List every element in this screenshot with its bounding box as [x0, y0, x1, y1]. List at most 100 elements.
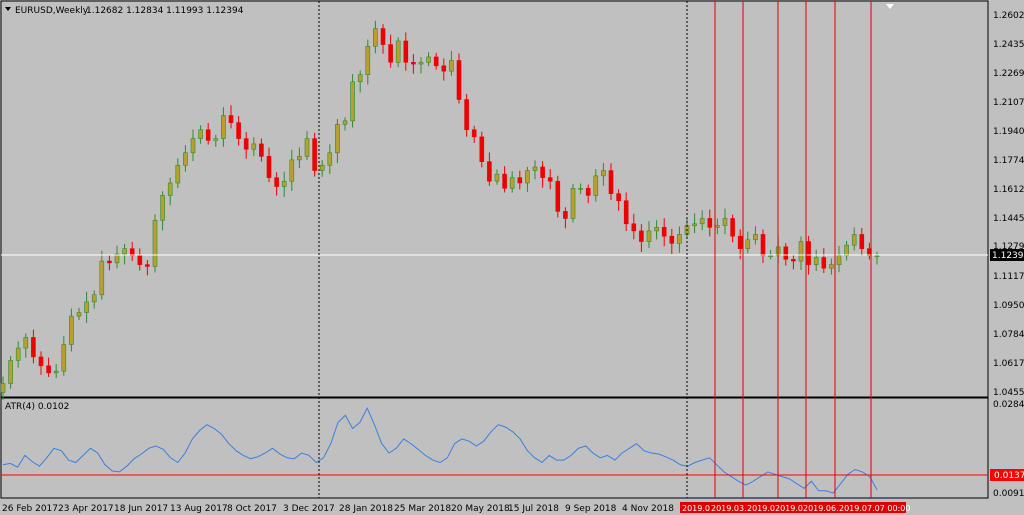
- candle-body: [213, 138, 219, 141]
- candle-body: [464, 99, 469, 131]
- atr-indicator-panel[interactable]: [0, 397, 989, 499]
- marker-date-label: 2019.0: [747, 504, 775, 513]
- candle-body: [722, 218, 728, 226]
- price-tick: 1.06175: [993, 359, 1024, 369]
- candle-body: [433, 56, 439, 67]
- candle-body: [502, 173, 507, 189]
- time-tick: 25 Mar 2018: [394, 504, 451, 514]
- price-tick: 1.19405: [993, 127, 1024, 137]
- candle-body: [509, 177, 515, 189]
- candle-body: [0, 383, 6, 393]
- candle-body: [661, 227, 667, 237]
- price-tick: 1.09505: [993, 301, 1024, 311]
- candle-body: [874, 255, 880, 258]
- candle-body: [737, 235, 743, 249]
- candle-body: [228, 115, 234, 123]
- current-price-label: 1.12394: [992, 251, 1024, 261]
- candle-body: [289, 159, 295, 182]
- candle-body: [699, 218, 705, 225]
- time-tick: 9 Sep 2018: [565, 504, 617, 514]
- candle-body: [555, 180, 561, 212]
- candle-body: [167, 182, 173, 196]
- candle-body: [190, 138, 196, 154]
- candle-body: [236, 122, 241, 139]
- time-tick: 4 Nov 2018: [622, 504, 674, 514]
- candle-body: [540, 166, 545, 178]
- marker-labels-band: [680, 502, 906, 513]
- candle-body: [114, 253, 120, 264]
- price-axis: 1.26020 1.24355 1.22690 1.21070 1.19405 …: [993, 11, 1024, 398]
- candle-body: [646, 230, 652, 242]
- candle-body: [46, 365, 51, 374]
- candle-body: [426, 56, 431, 63]
- candle-body: [760, 234, 766, 257]
- candle-body: [479, 136, 485, 162]
- time-tick: 28 Jan 2018: [339, 504, 393, 514]
- candle-body: [221, 115, 226, 139]
- price-tick: 1.26020: [993, 11, 1024, 21]
- shift-marker-icon[interactable]: [886, 4, 894, 9]
- candle-body: [730, 218, 735, 237]
- candle-body: [373, 28, 378, 47]
- candle-body: [205, 129, 211, 141]
- candle-body: [487, 161, 492, 182]
- candle-body: [350, 81, 355, 122]
- date-marker-lines[interactable]: [714, 1, 872, 498]
- candle-body: [707, 218, 713, 228]
- atr-line-series: [2, 407, 878, 494]
- candle-body: [517, 177, 523, 184]
- price-tick: 1.17740: [993, 156, 1024, 166]
- time-tick: 23 Apr 2017: [58, 504, 114, 514]
- price-tick: 1.22690: [993, 69, 1024, 79]
- marker-date-label: 2019.0: [682, 504, 710, 513]
- candle-body: [692, 223, 697, 226]
- candle-body: [183, 152, 188, 166]
- main-price-panel[interactable]: [0, 0, 989, 398]
- candle-body: [631, 223, 637, 232]
- candle-body: [578, 188, 583, 190]
- marker-date-label: 2019.0: [775, 504, 803, 513]
- candle-body: [23, 337, 29, 349]
- time-tick: 20 May 2018: [451, 504, 510, 514]
- candle-body: [251, 143, 257, 150]
- time-tick: 26 Feb 2017: [2, 504, 58, 514]
- atr-indicator-label: ATR(4) 0.0102: [5, 402, 69, 412]
- candle-body: [623, 200, 629, 225]
- candle-body: [342, 120, 348, 125]
- price-tick: 1.24355: [993, 40, 1024, 50]
- price-tick: 1.12790: [993, 242, 1024, 252]
- candle-body: [53, 370, 59, 374]
- candle-body: [122, 248, 127, 255]
- candle-body: [61, 344, 67, 372]
- candle-body: [99, 260, 105, 296]
- candle-body: [91, 294, 97, 303]
- dropdown-arrow-icon[interactable]: [5, 7, 11, 11]
- candle-body: [768, 255, 773, 258]
- candle-body: [15, 347, 21, 361]
- candle-body: [715, 225, 720, 228]
- candle-body: [494, 173, 500, 182]
- price-tick: 1.14455: [993, 214, 1024, 224]
- candle-body: [304, 138, 310, 157]
- candle-body: [76, 312, 82, 317]
- candle-body: [813, 257, 819, 265]
- candle-body: [547, 177, 553, 182]
- candle-body: [418, 61, 424, 65]
- candle-body: [38, 356, 44, 367]
- candle-body: [266, 156, 272, 178]
- candle-body: [160, 195, 165, 221]
- candle-body: [563, 211, 568, 219]
- candle-body: [335, 124, 340, 154]
- candle-body: [274, 177, 279, 187]
- time-tick: 8 Oct 2017: [227, 504, 277, 514]
- candle-body: [585, 188, 591, 196]
- candle-body: [654, 227, 659, 232]
- candle-body: [753, 234, 758, 241]
- candle-body: [137, 255, 143, 265]
- candle-body: [403, 40, 409, 63]
- price-tick: 1.16120: [993, 185, 1024, 195]
- candle-body: [859, 234, 865, 249]
- price-tick: 1.21070: [993, 98, 1024, 108]
- marker-date-label: 2019.07.07 00:00: [839, 504, 910, 513]
